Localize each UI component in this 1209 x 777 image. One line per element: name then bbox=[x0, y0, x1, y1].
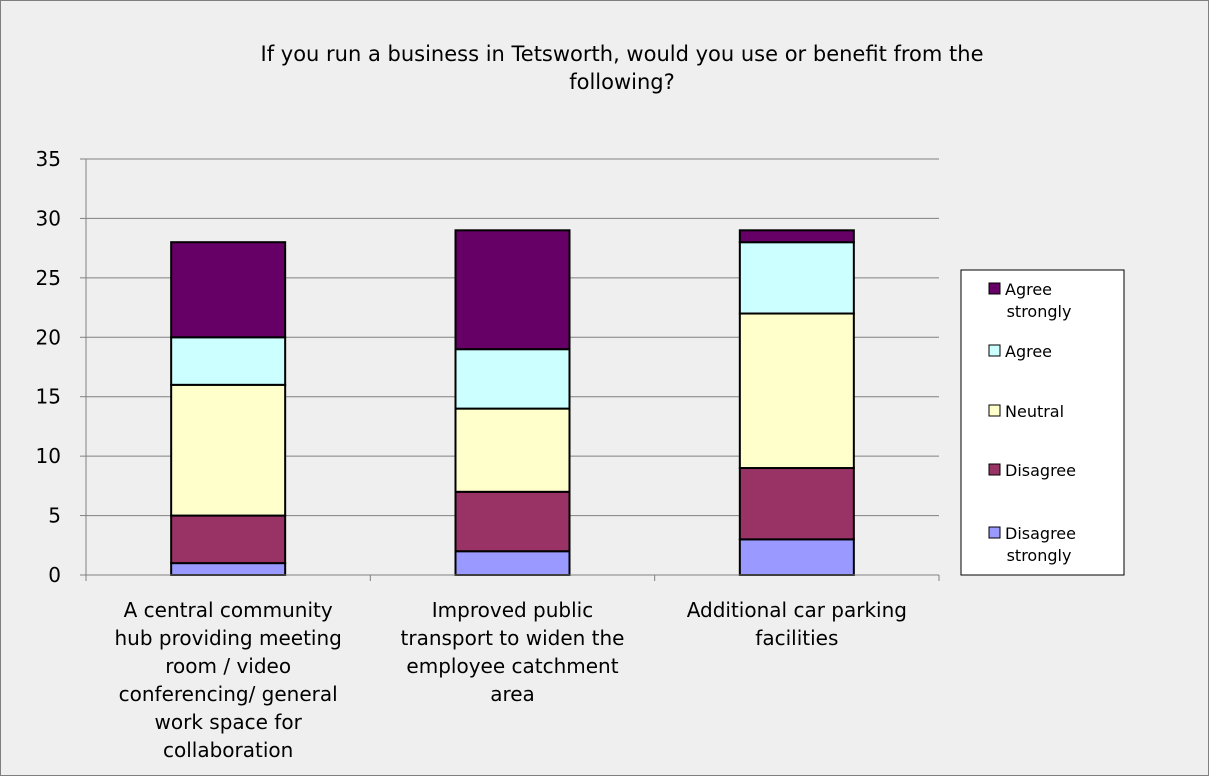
x-category-label: hub providing meeting bbox=[114, 626, 341, 650]
bar-segment bbox=[170, 514, 287, 565]
legend-label: Agree bbox=[1005, 342, 1052, 361]
legend-label: Disagree bbox=[1005, 461, 1076, 480]
bar-segment bbox=[454, 348, 571, 410]
bar-segment bbox=[738, 241, 855, 315]
bars bbox=[170, 229, 855, 577]
y-tick-label: 25 bbox=[36, 266, 61, 290]
x-category-label: Improved public bbox=[432, 598, 593, 622]
legend-label: Agree bbox=[1005, 280, 1052, 299]
y-tick-label: 0 bbox=[48, 563, 61, 587]
x-category-label: facilities bbox=[755, 626, 838, 650]
legend-label: strongly bbox=[1007, 302, 1072, 321]
x-category-label: A central community bbox=[124, 598, 333, 622]
y-tick-labels: 0 5 10 15 20 25 30 35 bbox=[36, 147, 61, 587]
bar-segment bbox=[454, 490, 571, 553]
legend-label: Neutral bbox=[1005, 402, 1064, 421]
bar-segment bbox=[454, 407, 571, 493]
legend-swatch bbox=[988, 282, 1001, 295]
bar-segment bbox=[170, 383, 287, 517]
bar-segment bbox=[738, 312, 855, 470]
y-tick-label: 15 bbox=[36, 385, 61, 409]
bar-segment bbox=[454, 550, 571, 577]
legend-swatch bbox=[988, 404, 1001, 417]
legend-swatch bbox=[988, 344, 1001, 357]
legend-label: Disagree bbox=[1005, 524, 1076, 543]
x-category-labels: A central community hub providing meeting… bbox=[114, 598, 906, 762]
x-category-label: work space for bbox=[155, 710, 303, 734]
axes bbox=[80, 158, 940, 581]
bar-segment bbox=[738, 538, 855, 576]
bar-segment bbox=[738, 467, 855, 541]
bar-segment bbox=[170, 336, 287, 386]
bar-segment bbox=[738, 229, 855, 244]
legend: Agree strongly Agree Neutral Disagree Disagre… bbox=[960, 269, 1125, 576]
y-tick-label: 20 bbox=[36, 325, 61, 349]
chart-title-line: If you run a business in Tetsworth, woul… bbox=[261, 42, 984, 66]
legend-box bbox=[960, 269, 1125, 576]
legend-swatch bbox=[988, 463, 1001, 476]
chart-title-line: following? bbox=[569, 70, 675, 94]
x-category-label: employee catchment bbox=[406, 654, 618, 678]
bar-segment bbox=[170, 241, 287, 339]
y-tick-label: 30 bbox=[36, 206, 61, 230]
x-category-label: collaboration bbox=[163, 738, 293, 762]
x-category-label: area bbox=[490, 682, 535, 706]
x-category-label: conferencing/ general bbox=[119, 682, 338, 706]
y-tick-label: 10 bbox=[36, 444, 61, 468]
chart-title: If you run a business in Tetsworth, woul… bbox=[261, 42, 984, 94]
legend-label: strongly bbox=[1007, 546, 1072, 565]
bar-segment bbox=[454, 229, 571, 351]
x-category-label: room / video bbox=[165, 654, 291, 678]
x-category-label: Additional car parking bbox=[687, 598, 907, 622]
y-tick-label: 35 bbox=[36, 147, 61, 171]
legend-swatch bbox=[988, 526, 1001, 539]
bar-segment bbox=[170, 562, 287, 576]
x-category-label: transport to widen the bbox=[401, 626, 625, 650]
y-tick-label: 5 bbox=[48, 504, 61, 528]
